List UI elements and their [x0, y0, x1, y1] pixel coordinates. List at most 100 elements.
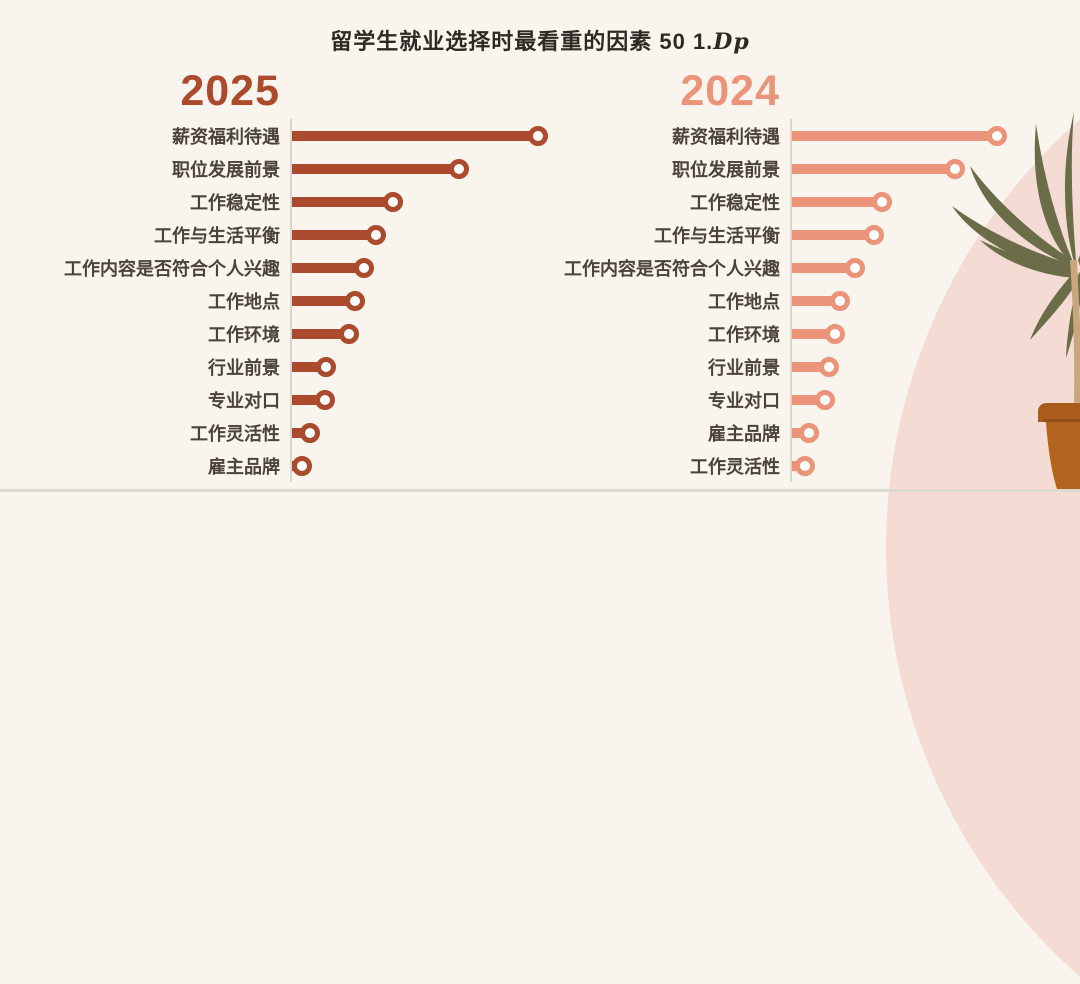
- bar-track: [290, 416, 550, 449]
- chart-row: 工作内容是否符合个人兴趣: [510, 251, 1050, 284]
- bar-end-marker-icon: [383, 191, 403, 212]
- category-label: 行业前景: [208, 357, 280, 378]
- bar-end-marker-icon: [872, 191, 892, 212]
- bar-track: [790, 416, 1050, 449]
- bar: [792, 224, 884, 245]
- chart-row: 工作灵活性: [510, 449, 1050, 482]
- bar-track: [290, 284, 550, 317]
- chart-row: 工作稳定性: [510, 185, 1050, 218]
- bar-track: [790, 449, 1050, 482]
- bar: [292, 290, 365, 311]
- page-title: 留学生就业选择时最看重的因素 50 1.Dp: [0, 28, 1080, 56]
- bar: [292, 125, 548, 146]
- category-label: 职位发展前景: [172, 159, 280, 180]
- bar-end-marker-icon: [945, 158, 965, 179]
- bar-end-marker-icon: [864, 224, 884, 245]
- bar-end-marker-icon: [795, 455, 815, 476]
- bar-end-marker-icon: [292, 455, 312, 476]
- bar: [292, 356, 336, 377]
- chart-row: 雇主品牌: [510, 416, 1050, 449]
- bar-track: [290, 350, 550, 383]
- chart-row: 专业对口: [510, 383, 1050, 416]
- chart-row: 工作环境: [10, 317, 550, 350]
- bar-track: [290, 317, 550, 350]
- chart-row: 工作灵活性: [10, 416, 550, 449]
- title-suffix: 50 1.: [652, 29, 714, 54]
- category-label: 专业对口: [208, 390, 280, 411]
- bar-end-marker-icon: [316, 356, 336, 377]
- chart-row: 薪资福利待遇: [10, 119, 550, 152]
- chart-row: 职位发展前景: [510, 152, 1050, 185]
- bar: [292, 158, 469, 179]
- chart-2025: 2025 薪资福利待遇 职位发展前景工作稳定性工作与生活平衡工作内容是否符合个人兴…: [10, 68, 550, 482]
- chart-row: 工作与生活平衡: [10, 218, 550, 251]
- chart-row: 工作环境: [510, 317, 1050, 350]
- bar-track: [790, 317, 1050, 350]
- bar: [792, 323, 845, 344]
- bar-end-marker-icon: [830, 290, 850, 311]
- bar-track: [290, 152, 550, 185]
- bar-track: [790, 185, 1050, 218]
- bar: [792, 290, 850, 311]
- category-label: 雇主品牌: [208, 456, 280, 477]
- bar-track: [790, 284, 1050, 317]
- chart-2024-rows: 薪资福利待遇 职位发展前景工作稳定性工作与生活平衡工作内容是否符合个人兴趣工作地点…: [510, 119, 1050, 482]
- bar: [292, 323, 359, 344]
- bar-end-marker-icon: [799, 422, 819, 443]
- category-label: 工作环境: [708, 324, 780, 345]
- bar-track: [290, 218, 550, 251]
- category-label: 薪资福利待遇: [672, 126, 780, 147]
- bar-end-marker-icon: [339, 323, 359, 344]
- category-label: 雇主品牌: [708, 423, 780, 444]
- bar: [292, 389, 335, 410]
- bar-end-marker-icon: [825, 323, 845, 344]
- bar-track: [290, 251, 550, 284]
- chart-row: 雇主品牌: [10, 449, 550, 482]
- category-label: 职位发展前景: [672, 159, 780, 180]
- bar-track: [290, 119, 550, 152]
- bar: [792, 389, 835, 410]
- plant-pot-icon: [1038, 403, 1080, 492]
- chart-row: 行业前景: [510, 350, 1050, 383]
- category-label: 工作与生活平衡: [654, 225, 780, 246]
- chart-2024-year-header: 2024: [680, 67, 780, 115]
- category-label: 薪资福利待遇: [172, 126, 280, 147]
- plant-trunk-icon: [1070, 260, 1080, 405]
- bar-track: [790, 218, 1050, 251]
- category-label: 工作灵活性: [690, 456, 780, 477]
- bar: [292, 422, 320, 443]
- bar-track: [790, 350, 1050, 383]
- bottom-divider: [0, 489, 1080, 492]
- bar-track: [290, 383, 550, 416]
- bar: [792, 455, 815, 476]
- bar-end-marker-icon: [449, 158, 469, 179]
- category-label: 工作稳定性: [190, 192, 280, 213]
- chart-2025-year-header: 2025: [180, 67, 280, 115]
- bar-track: [790, 251, 1050, 284]
- category-label: 工作灵活性: [190, 423, 280, 444]
- bar-end-marker-icon: [300, 422, 320, 443]
- chart-row: 职位发展前景: [10, 152, 550, 185]
- chart-row: 专业对口: [10, 383, 550, 416]
- chart-row: 工作稳定性: [10, 185, 550, 218]
- bar: [792, 191, 892, 212]
- category-label: 工作地点: [708, 291, 780, 312]
- bar-track: [290, 185, 550, 218]
- chart-row: 工作地点: [510, 284, 1050, 317]
- category-label: 工作内容是否符合个人兴趣: [64, 258, 280, 279]
- potted-plant-illustration: [952, 112, 1080, 492]
- chart-row: 行业前景: [10, 350, 550, 383]
- bar: [292, 455, 312, 476]
- bar-end-marker-icon: [815, 389, 835, 410]
- bar: [292, 257, 374, 278]
- bar-track: [790, 383, 1050, 416]
- bar-end-marker-icon: [345, 290, 365, 311]
- chart-row: 工作地点: [10, 284, 550, 317]
- category-label: 工作稳定性: [690, 192, 780, 213]
- category-label: 工作与生活平衡: [154, 225, 280, 246]
- chart-row: 薪资福利待遇: [510, 119, 1050, 152]
- category-label: 工作环境: [208, 324, 280, 345]
- bar-end-marker-icon: [528, 125, 548, 146]
- bar-end-marker-icon: [354, 257, 374, 278]
- bar: [292, 191, 403, 212]
